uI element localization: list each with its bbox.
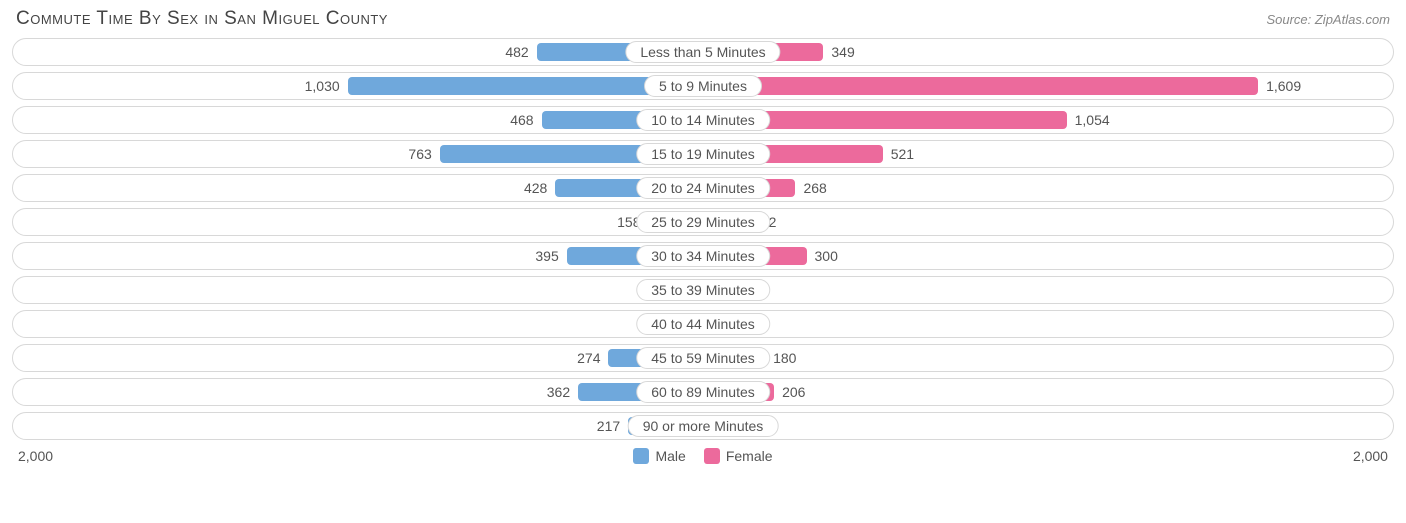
female-value: 206: [774, 384, 813, 400]
male-value: 217: [589, 418, 628, 434]
category-label: 20 to 24 Minutes: [636, 177, 770, 199]
category-label: 10 to 14 Minutes: [636, 109, 770, 131]
axis-max-right: 2,000: [1353, 448, 1388, 464]
legend: Male Female: [633, 448, 772, 464]
chart-row: 395 300 30 to 34 Minutes: [12, 242, 1394, 270]
male-value: 428: [516, 180, 555, 196]
category-label: 30 to 34 Minutes: [636, 245, 770, 267]
category-label: 25 to 29 Minutes: [636, 211, 770, 233]
diverging-bar-chart: 482 349 Less than 5 Minutes 1,030 1,609 5 to …: [12, 38, 1394, 440]
chart-source: Source: ZipAtlas.com: [1266, 12, 1390, 27]
chart-title: Commute Time By Sex in San Miguel County: [16, 8, 388, 30]
chart-header: Commute Time By Sex in San Miguel County…: [12, 8, 1394, 38]
male-value: 763: [400, 146, 439, 162]
chart-footer: 2,000 Male Female 2,000: [12, 446, 1394, 464]
chart-row: 15812225 to 29 Minutes: [12, 208, 1394, 236]
female-value: 300: [807, 248, 846, 264]
category-label: 45 to 59 Minutes: [636, 347, 770, 369]
legend-label-male: Male: [655, 448, 685, 464]
chart-row: 1,030 1,609 5 to 9 Minutes: [12, 72, 1394, 100]
male-value: 1,030: [297, 78, 348, 94]
female-value: 180: [765, 350, 804, 366]
legend-item-female: Female: [704, 448, 773, 464]
chart-row: 522835 to 39 Minutes: [12, 276, 1394, 304]
chart-row: 274 18045 to 59 Minutes: [12, 344, 1394, 372]
category-label: Less than 5 Minutes: [625, 41, 780, 63]
category-label: 40 to 44 Minutes: [636, 313, 770, 335]
female-bar: [703, 77, 1258, 95]
legend-label-female: Female: [726, 448, 773, 464]
chart-row: 274340 to 44 Minutes: [12, 310, 1394, 338]
swatch-female: [704, 448, 720, 464]
category-label: 15 to 19 Minutes: [636, 143, 770, 165]
category-label: 90 or more Minutes: [628, 415, 779, 437]
chart-row: 763 521 15 to 19 Minutes: [12, 140, 1394, 168]
male-value: 482: [497, 44, 536, 60]
male-value: 395: [527, 248, 566, 264]
category-label: 35 to 39 Minutes: [636, 279, 770, 301]
chart-row: 2174290 or more Minutes: [12, 412, 1394, 440]
male-value: 468: [502, 112, 541, 128]
category-label: 60 to 89 Minutes: [636, 381, 770, 403]
female-value: 349: [823, 44, 862, 60]
chart-row: 362 20660 to 89 Minutes: [12, 378, 1394, 406]
legend-item-male: Male: [633, 448, 685, 464]
swatch-male: [633, 448, 649, 464]
male-value: 362: [539, 384, 578, 400]
chart-row: 428 268 20 to 24 Minutes: [12, 174, 1394, 202]
female-value: 268: [795, 180, 834, 196]
male-value: 274: [569, 350, 608, 366]
chart-row: 468 1,054 10 to 14 Minutes: [12, 106, 1394, 134]
female-value: 521: [883, 146, 922, 162]
female-value: 1,609: [1258, 78, 1309, 94]
category-label: 5 to 9 Minutes: [644, 75, 762, 97]
axis-max-left: 2,000: [18, 448, 53, 464]
female-value: 1,054: [1067, 112, 1118, 128]
chart-row: 482 349 Less than 5 Minutes: [12, 38, 1394, 66]
